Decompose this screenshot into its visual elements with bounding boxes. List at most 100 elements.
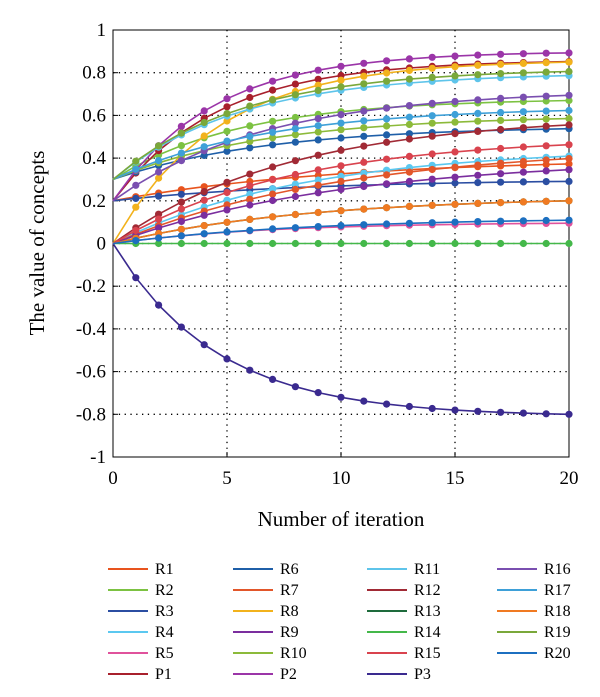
data-point xyxy=(200,132,208,140)
legend-item: R6 xyxy=(233,561,299,578)
data-point xyxy=(497,125,505,134)
x-tick-label: 20 xyxy=(560,468,579,489)
data-point xyxy=(314,166,322,174)
legend-item: R13 xyxy=(367,603,441,620)
series-r15 xyxy=(112,141,573,245)
data-point xyxy=(200,188,208,196)
data-point xyxy=(519,143,528,151)
legend-label: P1 xyxy=(155,666,172,683)
data-point xyxy=(360,72,368,80)
data-point xyxy=(542,156,550,164)
data-point xyxy=(405,102,413,110)
data-point xyxy=(451,173,459,181)
series-p2 xyxy=(112,49,573,202)
data-point xyxy=(474,117,482,125)
data-point xyxy=(383,115,391,123)
legend-label: R10 xyxy=(280,645,307,662)
data-point xyxy=(565,115,573,123)
data-point xyxy=(314,151,322,159)
legend-item: R20 xyxy=(497,645,571,662)
data-point xyxy=(542,59,550,67)
data-point xyxy=(360,174,368,182)
data-point xyxy=(497,408,505,416)
data-point xyxy=(269,134,277,142)
data-point xyxy=(291,113,299,122)
data-point xyxy=(337,222,345,230)
data-point xyxy=(497,108,505,117)
data-point xyxy=(474,61,482,69)
y-tick-label: 0.8 xyxy=(82,63,106,84)
data-point xyxy=(200,211,208,219)
data-point xyxy=(542,216,550,225)
data-point xyxy=(223,103,231,111)
data-point xyxy=(519,116,528,124)
data-point xyxy=(177,190,185,198)
data-point xyxy=(132,226,140,235)
legend-item: R4 xyxy=(108,624,174,641)
data-point xyxy=(314,389,322,397)
data-point xyxy=(451,218,459,226)
data-point xyxy=(360,107,368,115)
legend-label: R13 xyxy=(414,603,441,620)
data-point xyxy=(269,375,277,383)
legend-item: R9 xyxy=(233,624,299,641)
data-point xyxy=(223,206,231,214)
data-point xyxy=(451,130,459,138)
data-point xyxy=(428,73,436,81)
data-point xyxy=(428,119,436,127)
legend-item: R7 xyxy=(233,582,299,599)
data-point xyxy=(246,132,254,140)
data-point xyxy=(291,180,299,188)
data-point xyxy=(565,141,573,149)
data-point xyxy=(451,239,459,248)
data-point xyxy=(405,168,413,176)
data-point xyxy=(314,181,322,189)
data-point xyxy=(497,50,505,58)
data-point xyxy=(565,160,573,168)
data-point xyxy=(337,146,345,154)
legend: R1 R2 R3 R4 R5 P1 R6 R7 R8 R9 R10 P2 R11 R12 R13 R14 R15… xyxy=(108,561,571,683)
data-point xyxy=(383,155,391,163)
data-point xyxy=(474,51,482,59)
legend-item: R12 xyxy=(367,582,441,599)
data-point xyxy=(451,97,459,106)
data-point xyxy=(337,62,345,70)
data-point xyxy=(246,137,254,145)
data-point xyxy=(177,129,185,137)
series-r18 xyxy=(112,197,573,245)
data-point xyxy=(405,402,413,411)
y-axis-title: The value of concepts xyxy=(25,151,49,336)
data-point xyxy=(246,190,254,198)
data-point xyxy=(155,224,163,232)
axis-ticks: 0 5 10 15 20 1 0.8 0.6 0.4 0.2 0 -0.2 -0.4 -0.6 -0.8 -1 xyxy=(76,20,579,489)
data-point xyxy=(474,239,482,248)
data-point xyxy=(337,111,345,119)
data-point xyxy=(269,196,277,205)
data-point xyxy=(519,93,528,101)
y-tick-label: -1 xyxy=(90,447,106,468)
data-point xyxy=(565,239,573,248)
data-point xyxy=(200,222,208,230)
series-r14 xyxy=(113,239,573,248)
data-point xyxy=(314,115,322,123)
data-point xyxy=(200,230,208,238)
data-point xyxy=(519,178,528,186)
data-point xyxy=(542,410,550,418)
data-point xyxy=(360,142,368,150)
data-point xyxy=(246,122,254,130)
data-point xyxy=(223,178,231,186)
data-point xyxy=(314,81,322,89)
legend-item: R18 xyxy=(497,603,571,620)
data-point xyxy=(383,400,391,408)
legend-label: R15 xyxy=(414,645,441,662)
y-tick-label: -0.6 xyxy=(76,362,106,383)
legend-label: R6 xyxy=(280,561,299,578)
series-r20 xyxy=(112,216,573,245)
data-point xyxy=(451,118,459,126)
data-point xyxy=(269,96,277,104)
data-point xyxy=(155,142,163,150)
data-point xyxy=(519,108,528,116)
legend-item: R5 xyxy=(108,645,174,662)
legend-label: R8 xyxy=(280,603,299,620)
data-point xyxy=(519,50,528,58)
